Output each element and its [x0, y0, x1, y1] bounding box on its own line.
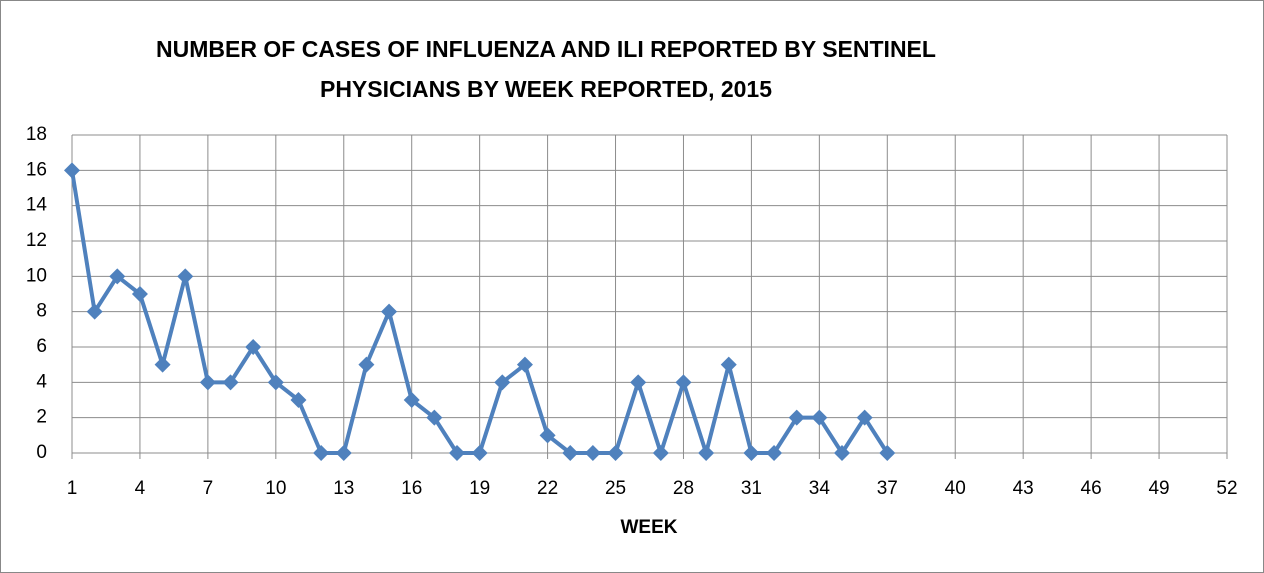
marker: [630, 374, 647, 391]
marker: [539, 427, 556, 444]
x-tick-label: 43: [1013, 478, 1034, 499]
y-tick-label: 0: [36, 442, 47, 463]
y-tick-label: 2: [36, 407, 47, 428]
marker: [222, 374, 239, 391]
y-tick-label: 12: [26, 230, 47, 251]
x-tick-label: 1: [67, 478, 78, 499]
y-tick-label: 16: [26, 159, 47, 180]
marker: [834, 445, 850, 461]
marker: [154, 356, 171, 373]
x-axis-label: WEEK: [621, 517, 678, 538]
marker: [313, 445, 330, 461]
marker: [109, 268, 126, 285]
marker: [652, 445, 669, 461]
x-tick-label: 4: [135, 478, 146, 499]
marker: [766, 445, 783, 461]
marker: [245, 339, 262, 355]
marker: [698, 445, 715, 461]
marker: [290, 392, 307, 408]
y-tick-label: 4: [36, 371, 47, 392]
marker: [131, 286, 148, 302]
marker: [788, 409, 805, 426]
x-tick-label: 7: [203, 478, 214, 499]
marker: [584, 445, 601, 461]
marker: [494, 374, 511, 391]
marker: [199, 374, 216, 391]
x-tick-label: 25: [605, 478, 626, 499]
marker: [811, 409, 828, 426]
marker: [358, 356, 375, 373]
marker: [856, 409, 873, 426]
marker: [381, 303, 398, 320]
x-tick-label: 40: [945, 478, 966, 499]
x-tick-label: 22: [537, 478, 558, 499]
y-tick-label: 18: [26, 124, 47, 145]
x-tick-label: 28: [673, 478, 694, 499]
marker: [267, 374, 284, 391]
marker: [516, 356, 533, 373]
x-tick-label: 52: [1216, 478, 1237, 499]
marker: [64, 162, 80, 179]
marker: [879, 445, 896, 461]
marker: [177, 268, 194, 285]
x-tick-label: 34: [809, 478, 831, 499]
marker: [86, 303, 103, 320]
marker: [607, 445, 624, 461]
marker: [743, 445, 760, 461]
marker: [675, 374, 692, 391]
x-tick-label: 13: [333, 478, 354, 499]
marker: [403, 392, 420, 408]
x-tick-label: 16: [401, 478, 422, 499]
y-tick-label: 14: [26, 195, 48, 216]
marker: [562, 445, 579, 461]
marker: [426, 409, 443, 426]
x-tick-label: 31: [741, 478, 762, 499]
chart-title: NUMBER OF CASES OF INFLUENZA AND ILI REP…: [156, 36, 936, 102]
marker: [335, 445, 352, 461]
marker: [449, 445, 465, 461]
x-tick-label: 46: [1081, 478, 1102, 499]
y-tick-label: 8: [36, 301, 47, 322]
x-tick-label: 19: [469, 478, 490, 499]
x-tick-label: 49: [1148, 478, 1169, 499]
marker: [471, 445, 488, 461]
x-tick-label: 10: [265, 478, 286, 499]
x-tick-label: 37: [877, 478, 898, 499]
marker: [720, 356, 737, 373]
y-tick-label: 10: [26, 265, 47, 286]
y-tick-label: 6: [36, 336, 47, 357]
